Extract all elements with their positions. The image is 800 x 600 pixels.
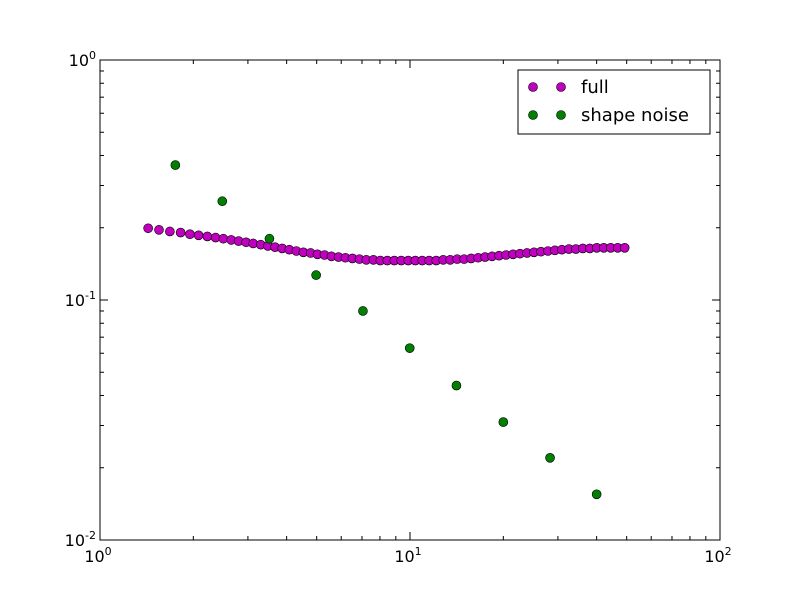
series-shape-noise: [170, 160, 602, 500]
point-full: [185, 229, 195, 240]
point-shape-noise: [498, 417, 509, 427]
point-full: [143, 223, 153, 234]
legend-label-full: full: [581, 77, 609, 98]
plot-area: [99, 59, 721, 541]
axis-tick-labels: 100 101 102 10-2 10-1 100: [65, 49, 732, 566]
legend-marker-full-2: [556, 82, 566, 92]
legend-box: [517, 69, 711, 135]
legend-marker-shape-noise-2: [556, 110, 566, 120]
point-shape-noise: [311, 270, 321, 280]
point-full: [165, 226, 175, 237]
point-full: [202, 231, 213, 242]
y-tick-label: 100: [69, 49, 96, 70]
point-shape-noise: [358, 306, 368, 316]
point-shape-noise: [545, 453, 555, 463]
point-full: [154, 225, 164, 235]
y-tick-label: 10-2: [65, 529, 96, 550]
point-full: [175, 227, 186, 238]
x-tick-label: 101: [394, 545, 421, 566]
y-tick-label: 10-1: [65, 289, 96, 310]
legend-label-shape-noise: shape noise: [581, 105, 689, 126]
point-shape-noise: [404, 343, 415, 353]
data-series: [143, 160, 630, 500]
legend-marker-full-1: [528, 82, 538, 92]
legend: full shape noise: [517, 69, 711, 135]
point-full: [193, 230, 204, 241]
point-shape-noise: [264, 233, 275, 244]
point-shape-noise: [451, 380, 462, 391]
axis-ticks: [99, 60, 720, 541]
point-shape-noise: [217, 196, 228, 207]
point-shape-noise: [170, 160, 181, 170]
x-tick-label: 102: [704, 545, 731, 566]
legend-marker-shape-noise-1: [528, 110, 538, 120]
point-shape-noise: [591, 489, 602, 500]
point-full: [619, 243, 630, 253]
x-tick-label: 100: [84, 545, 111, 566]
point-full: [218, 233, 229, 244]
series-full: [143, 223, 630, 266]
